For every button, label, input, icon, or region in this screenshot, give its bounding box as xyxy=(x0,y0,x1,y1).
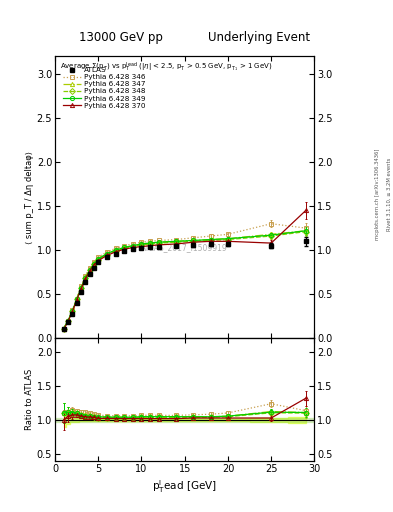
Text: Average $\Sigma$(p$_\mathregular{T}$) vs p$_\mathregular{T}^\mathregular{lead}$ : Average $\Sigma$(p$_\mathregular{T}$) vs… xyxy=(60,60,273,74)
X-axis label: p$_\mathregular{T}^\mathregular{l}$ead [GeV]: p$_\mathregular{T}^\mathregular{l}$ead [… xyxy=(152,478,217,495)
Legend: ATLAS, Pythia 6.428 346, Pythia 6.428 347, Pythia 6.428 348, Pythia 6.428 349, P: ATLAS, Pythia 6.428 346, Pythia 6.428 34… xyxy=(61,66,147,110)
Text: mcplots.cern.ch [arXiv:1306.3436]: mcplots.cern.ch [arXiv:1306.3436] xyxy=(375,149,380,240)
Text: ATLAS_2017_I1509919: ATLAS_2017_I1509919 xyxy=(141,244,228,252)
Text: Underlying Event: Underlying Event xyxy=(208,31,310,44)
Y-axis label: ⟨ sum p_T / Δη deltaφ⟩: ⟨ sum p_T / Δη deltaφ⟩ xyxy=(25,151,34,244)
Text: Rivet 3.1.10, ≥ 3.2M events: Rivet 3.1.10, ≥ 3.2M events xyxy=(387,158,391,231)
Y-axis label: Ratio to ATLAS: Ratio to ATLAS xyxy=(25,369,34,430)
Text: 13000 GeV pp: 13000 GeV pp xyxy=(79,31,162,44)
